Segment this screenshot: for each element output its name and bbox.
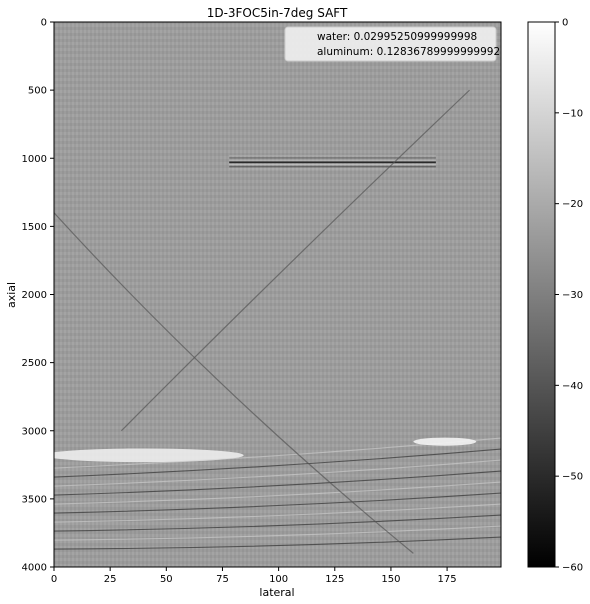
legend-entry-aluminum: aluminum: 0.12836789999999992 (317, 46, 500, 58)
x-tick-label: 75 (216, 574, 229, 585)
colorbar-ticks: 0 −10 −20 −30 −40 −50 −60 (555, 18, 583, 574)
x-tick-label: 125 (325, 574, 344, 585)
y-axis: 0 500 1000 1500 2000 2500 3000 3500 4000 (22, 18, 54, 574)
colorbar-tick-label: −10 (562, 108, 583, 119)
legend-entry-water: water: 0.02995250999999998 (317, 31, 477, 43)
x-axis-label: lateral (259, 586, 294, 599)
legend-box (284, 26, 497, 62)
plot-area (53, 21, 502, 568)
reflection-stripe (54, 470, 501, 496)
reflection-stripe (54, 503, 501, 523)
legend: water: 0.02995250999999998 aluminum: 0.1… (284, 26, 500, 62)
y-tick-label: 3000 (22, 426, 47, 437)
y-tick-label: 2500 (22, 358, 47, 369)
reflection-stripe (54, 481, 501, 505)
x-tick-label: 175 (438, 574, 457, 585)
reflection-stripe (54, 448, 501, 478)
y-tick-label: 500 (28, 86, 47, 97)
x-tick-label: 25 (104, 574, 117, 585)
x-tick-label: 100 (269, 574, 288, 585)
reflection-stripe (54, 536, 501, 550)
diagonal-arc (120, 89, 470, 432)
y-tick-label: 4000 (22, 563, 47, 574)
heatmap-features (54, 89, 501, 554)
y-tick-label: 1000 (22, 154, 47, 165)
y-tick-label: 2000 (22, 290, 47, 301)
colorbar-tick-label: 0 (562, 18, 568, 29)
x-tick-label: 0 (51, 574, 57, 585)
bright-band (54, 448, 244, 463)
diagonal-arc (54, 212, 414, 554)
colorbar-tick-label: −20 (562, 199, 583, 210)
x-axis: 0 25 50 75 100 125 150 175 (51, 567, 457, 585)
y-axis-label: axial (5, 282, 18, 308)
reflection-stripe (54, 492, 501, 514)
reflection-stripe (54, 514, 501, 532)
y-tick-label: 0 (41, 18, 47, 29)
colorbar-tick-label: −50 (562, 472, 583, 483)
colorbar-tick-label: −60 (562, 563, 583, 574)
reflection-stripe (54, 459, 501, 487)
bright-spot (413, 437, 477, 446)
colorbar: 0 −10 −20 −30 −40 −50 −60 (527, 18, 583, 574)
colorbar-tick-label: −30 (562, 290, 583, 301)
reflection-stripe (54, 525, 501, 541)
y-tick-label: 3500 (22, 494, 47, 505)
x-tick-label: 50 (160, 574, 173, 585)
colorbar-gradient (527, 21, 556, 568)
chart-title: 1D-3FOC5in-7deg SAFT (207, 6, 348, 20)
y-tick-label: 1500 (22, 222, 47, 233)
colorbar-tick-label: −40 (562, 381, 583, 392)
x-tick-label: 150 (381, 574, 400, 585)
